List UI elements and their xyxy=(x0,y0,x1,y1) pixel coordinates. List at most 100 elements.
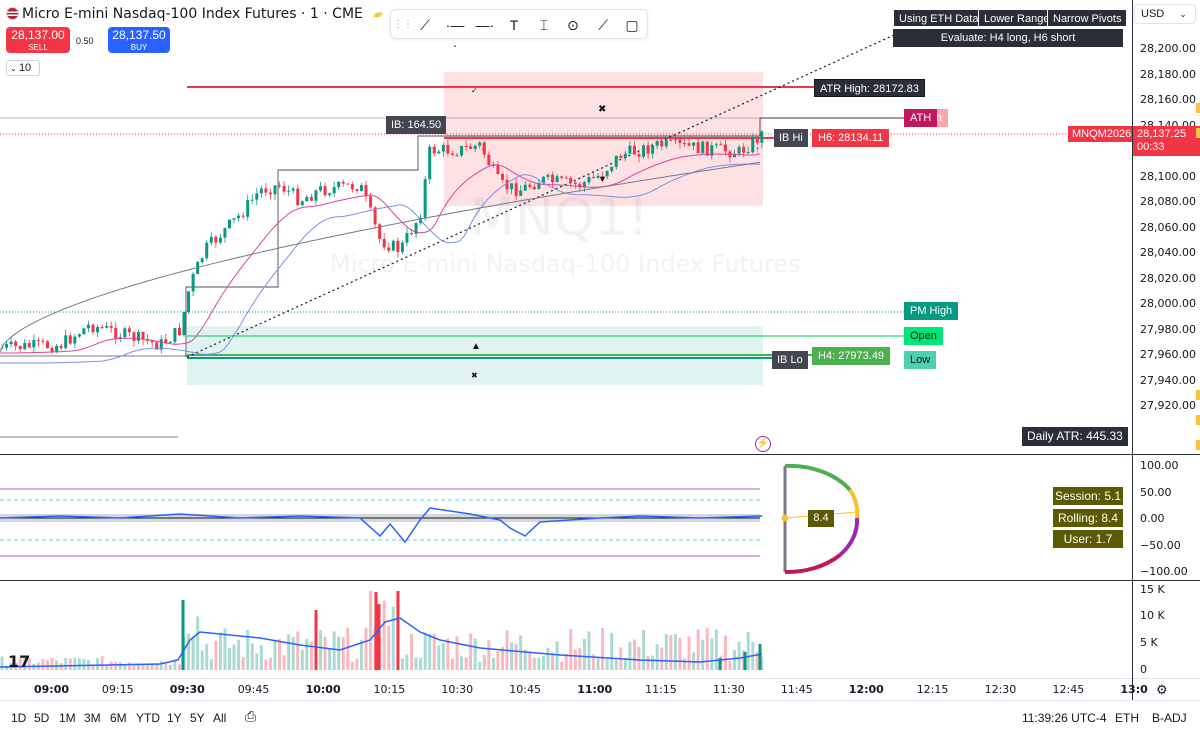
candle-body xyxy=(637,154,641,157)
volume-bar xyxy=(278,639,282,670)
currency-select[interactable]: USD ⌄ xyxy=(1134,4,1196,24)
volume-bar xyxy=(150,664,154,670)
rectangle-icon[interactable]: ▢ xyxy=(625,17,639,33)
range-button-3m[interactable]: 3M xyxy=(84,711,101,725)
range-button-1m[interactable]: 1M xyxy=(59,711,76,725)
volume-bar xyxy=(268,657,272,670)
price-tick-label: 28,020.00 xyxy=(1140,271,1196,285)
watermark-name: Micro E-mini Nasdaq-100 Index Futures xyxy=(330,250,801,278)
candle-body xyxy=(710,145,714,156)
candle-body xyxy=(296,188,300,206)
quantity-input[interactable]: ⌄ 10 xyxy=(6,60,40,76)
volume-bar xyxy=(491,657,495,670)
session-toggle[interactable]: ETH xyxy=(1115,711,1139,725)
volume-bar xyxy=(300,649,304,670)
symbol-title[interactable]: Micro E-mini Nasdaq-100 Index Futures · … xyxy=(22,6,400,22)
pane-separator[interactable] xyxy=(0,580,1200,581)
candle-body xyxy=(96,327,100,333)
candle-body xyxy=(232,218,236,220)
price-range-icon[interactable]: ⌶ xyxy=(539,17,549,33)
alert-marker[interactable] xyxy=(1196,103,1200,113)
volume-bar xyxy=(0,656,4,670)
range-button-all[interactable]: All xyxy=(213,711,227,725)
volume-bar-highlight xyxy=(181,600,185,670)
trend-line xyxy=(186,29,906,358)
volume-bar xyxy=(523,649,527,670)
volume-bar xyxy=(323,636,327,670)
candle-body xyxy=(337,181,341,188)
candle-body xyxy=(742,146,746,153)
tradingview-logo[interactable]: 17 xyxy=(8,652,31,671)
candle-body xyxy=(23,343,27,350)
horizontal-line-icon[interactable]: —· xyxy=(475,17,495,33)
price-chart[interactable]: ✖ ✖ ▲ ▼ ↓ ↑ ✓ xyxy=(0,0,1132,680)
volume-bar xyxy=(191,636,195,670)
volume-bar xyxy=(18,657,22,670)
volume-bar xyxy=(596,656,600,670)
time-tick-label: 11:00 xyxy=(577,683,613,696)
candle-body xyxy=(528,184,532,187)
narrow-pivots-button[interactable]: Narrow Pivots xyxy=(1047,9,1128,27)
volume-bar xyxy=(255,653,259,670)
h4-label: H4: 27973.49 xyxy=(812,347,891,365)
pane-separator[interactable] xyxy=(0,454,1200,455)
range-button-ytd[interactable]: YTD xyxy=(136,711,160,725)
candle-body xyxy=(137,331,140,341)
candle-body xyxy=(55,345,59,353)
candle-body xyxy=(218,237,222,243)
volume-bar xyxy=(541,655,545,670)
oscillator-tick-label: −100.00 xyxy=(1140,565,1188,578)
candle-body xyxy=(696,142,700,154)
clock-display[interactable]: 11:39:26 UTC-4 xyxy=(1022,711,1107,725)
range-button-5d[interactable]: 5D xyxy=(34,711,50,725)
volume-bar-highlight xyxy=(743,652,747,670)
alert-marker[interactable] xyxy=(1196,390,1200,400)
volume-bar-highlight xyxy=(377,604,381,670)
range-button-1y[interactable]: 1Y xyxy=(167,711,182,725)
candle-body xyxy=(651,145,655,154)
time-tick-label: 11:45 xyxy=(780,683,813,696)
candle-body xyxy=(405,233,409,243)
volume-bar xyxy=(473,638,477,670)
oscillator-line xyxy=(0,507,763,544)
candle-body xyxy=(373,207,377,225)
time-tick-label: 12:00 xyxy=(848,683,884,696)
trend-line-icon[interactable]: ⟋ xyxy=(420,17,430,33)
candle-body xyxy=(369,196,373,208)
horizontal-ray-icon[interactable]: ·—· xyxy=(445,17,465,53)
settings-gear-icon[interactable]: ⚙ xyxy=(1156,682,1168,697)
alert-marker[interactable] xyxy=(1196,128,1200,138)
alert-marker[interactable] xyxy=(1196,415,1200,425)
drag-handle-icon[interactable]: ⋮⋮ xyxy=(393,19,413,30)
range-button-5y[interactable]: 5Y xyxy=(190,711,205,725)
circle-icon[interactable]: ⊙ xyxy=(567,17,579,33)
range-button-6m[interactable]: 6M xyxy=(110,711,127,725)
triangle-up-marker: ▲ xyxy=(471,341,481,352)
candle-body xyxy=(532,186,536,190)
sell-button[interactable]: 28,137.00 SELL xyxy=(6,27,70,53)
volume-bar xyxy=(346,627,350,670)
candle-body xyxy=(100,327,104,329)
volume-bar xyxy=(77,658,81,670)
candle-body xyxy=(428,146,432,180)
text-icon[interactable]: T xyxy=(509,17,519,33)
lightning-icon[interactable]: ⚡ xyxy=(755,436,771,452)
time-tick-label: 10:15 xyxy=(373,683,406,696)
lower-range-button[interactable]: Lower Range xyxy=(978,9,1056,27)
alert-marker[interactable] xyxy=(1196,440,1200,450)
eth-data-button[interactable]: Using ETH Data xyxy=(893,9,985,27)
buy-button[interactable]: 28,137.50 BUY xyxy=(108,27,170,53)
brush-icon[interactable]: ⟋ xyxy=(598,17,608,33)
candle-body xyxy=(50,348,54,353)
date-range-icon[interactable]: ⎙ xyxy=(245,708,257,724)
range-button-1d[interactable]: 1D xyxy=(11,711,27,725)
price-tick-label: 28,080.00 xyxy=(1140,195,1196,208)
volume-bar xyxy=(127,662,131,670)
ib-hi-label: IB Hi xyxy=(774,129,808,147)
candle-body xyxy=(105,326,109,328)
time-tick-label: 09:30 xyxy=(169,683,205,696)
volume-bar xyxy=(610,633,614,670)
star-icon[interactable]: ▰ xyxy=(373,7,383,21)
chevron-down-icon: ⌄ xyxy=(10,64,19,73)
adjustment-toggle[interactable]: B-ADJ xyxy=(1152,711,1187,725)
